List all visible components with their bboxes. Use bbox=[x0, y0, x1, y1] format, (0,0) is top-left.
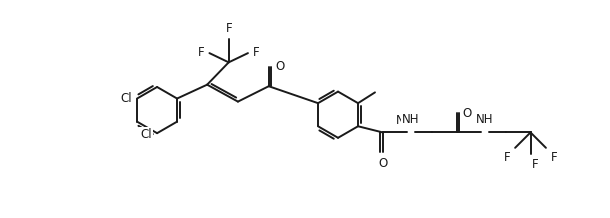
Text: O: O bbox=[463, 107, 472, 120]
Text: O: O bbox=[275, 60, 284, 73]
Text: F: F bbox=[253, 46, 259, 59]
Text: F: F bbox=[551, 151, 557, 164]
Text: F: F bbox=[504, 151, 511, 164]
Text: F: F bbox=[225, 22, 232, 35]
Text: NH: NH bbox=[401, 113, 419, 126]
Text: F: F bbox=[198, 46, 205, 59]
Text: H: H bbox=[404, 117, 412, 127]
Text: O: O bbox=[378, 157, 387, 170]
Text: F: F bbox=[532, 158, 539, 171]
Text: NH: NH bbox=[476, 113, 493, 126]
Text: Cl: Cl bbox=[120, 92, 132, 105]
Text: Cl: Cl bbox=[140, 128, 152, 141]
Text: N: N bbox=[395, 114, 404, 127]
